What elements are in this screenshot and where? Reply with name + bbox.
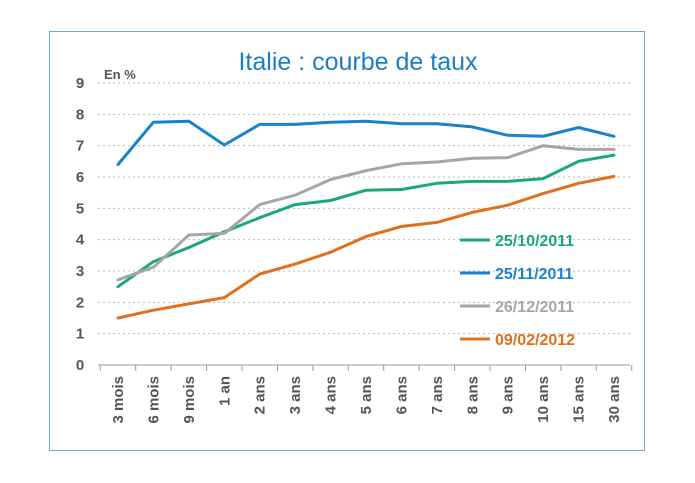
- series-line-1: [116, 153, 616, 289]
- x-tick-label: 30 ans: [606, 376, 623, 423]
- x-tick-label: 15 ans: [571, 376, 588, 423]
- y-axis-unit-label: En %: [104, 67, 136, 82]
- legend-item: 25/11/2011: [460, 266, 573, 283]
- x-tick-label: 8 ans: [464, 376, 481, 414]
- x-tick-label: 3 ans: [287, 376, 304, 414]
- x-tick-label: 1 an: [216, 376, 233, 406]
- legend-item: 25/10/2011: [460, 233, 574, 250]
- series-line-4: [116, 174, 616, 320]
- y-tick-label: 7: [76, 138, 84, 155]
- x-tick-label: 9 mois: [181, 376, 198, 424]
- chart-frame: [49, 31, 645, 451]
- legend-label: 26/12/2011: [495, 299, 574, 316]
- legend-item: 26/12/2011: [460, 299, 574, 316]
- x-tick-label: 4 ans: [323, 376, 340, 414]
- y-tick-label: 0: [76, 357, 84, 374]
- x-tick-label: 7 ans: [429, 376, 446, 414]
- x-tick-label: 9 ans: [500, 376, 517, 414]
- series-line-2: [116, 119, 616, 166]
- x-tick-label: 5 ans: [358, 376, 375, 414]
- legend: 25/10/2011 25/11/2011 26/12/2011 09/02/2012: [460, 233, 575, 349]
- x-tick-label: 10 ans: [535, 376, 552, 423]
- x-tick-label: 6 mois: [145, 376, 162, 424]
- series-line-3: [116, 144, 616, 282]
- x-tick-label: 6 ans: [393, 376, 410, 414]
- legend-item: 09/02/2012: [460, 332, 575, 349]
- y-tick-label: 2: [76, 294, 84, 311]
- x-tick-label: 2 ans: [252, 376, 269, 414]
- legend-label: 09/02/2012: [495, 332, 575, 349]
- y-tick-label: 4: [76, 232, 85, 249]
- y-tick-label: 8: [76, 106, 84, 123]
- y-tick-label: 1: [76, 326, 84, 343]
- y-tick-label: 3: [76, 263, 84, 280]
- chart-title: Italie : courbe de taux: [238, 48, 478, 76]
- gridlines: [98, 82, 630, 335]
- legend-label: 25/11/2011: [495, 266, 573, 283]
- axes: 0 1 2 3 4 5 6 7 8 9 3 mois 6 mois 9 mois 1 an 2 ans 3 a…: [76, 75, 633, 424]
- x-tick-label: 3 mois: [110, 376, 127, 424]
- legend-label: 25/10/2011: [495, 233, 574, 250]
- y-tick-label: 6: [76, 169, 84, 186]
- series-lines: [116, 119, 616, 320]
- y-tick-label: 9: [76, 75, 84, 92]
- y-tick-label: 5: [76, 200, 84, 217]
